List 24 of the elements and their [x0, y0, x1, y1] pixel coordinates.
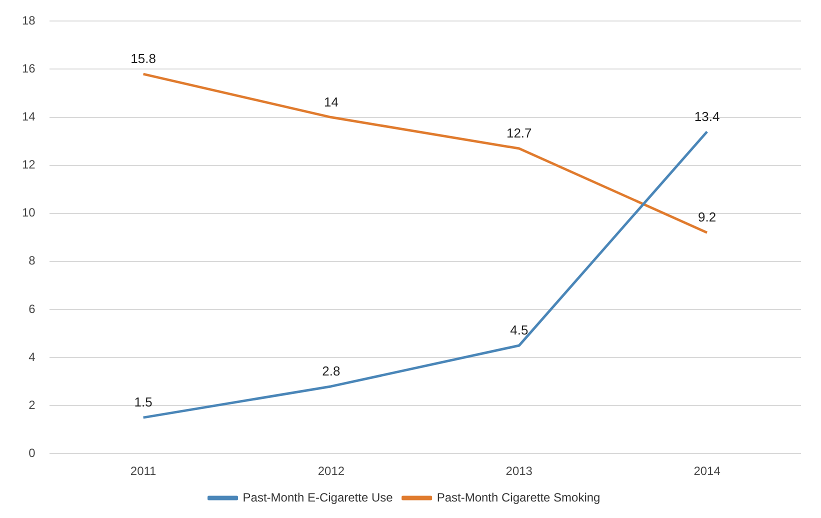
y-tick-label: 16	[22, 62, 36, 76]
x-tick-label: 2013	[506, 464, 533, 478]
y-tick-label: 10	[22, 206, 36, 220]
y-tick-label: 18	[22, 14, 36, 28]
legend-label: Past-Month E-Cigarette Use	[242, 490, 394, 504]
data-label: 4.5	[510, 322, 528, 338]
x-tick-label: 2011	[130, 464, 157, 478]
x-tick-label: 2014	[694, 464, 721, 478]
y-tick-label: 4	[28, 350, 36, 364]
y-tick-label: 6	[28, 302, 36, 316]
data-label: 9.2	[698, 210, 716, 225]
data-label: 2.8	[322, 363, 340, 378]
data-label: 13.4	[694, 108, 720, 124]
legend-label: Past-Month Cigarette Smoking	[436, 490, 600, 504]
data-label: 15.8	[130, 51, 156, 66]
y-tick-label: 12	[22, 158, 36, 172]
data-label: 12.7	[506, 126, 532, 141]
y-tick-label: 2	[28, 398, 36, 412]
y-tick-label: 0	[28, 446, 36, 460]
x-tick-label: 2012	[318, 464, 345, 478]
y-tick-label: 8	[28, 254, 36, 268]
data-label: 1.5	[134, 394, 152, 410]
data-label: 14	[324, 94, 338, 110]
y-tick-label: 14	[22, 110, 36, 124]
